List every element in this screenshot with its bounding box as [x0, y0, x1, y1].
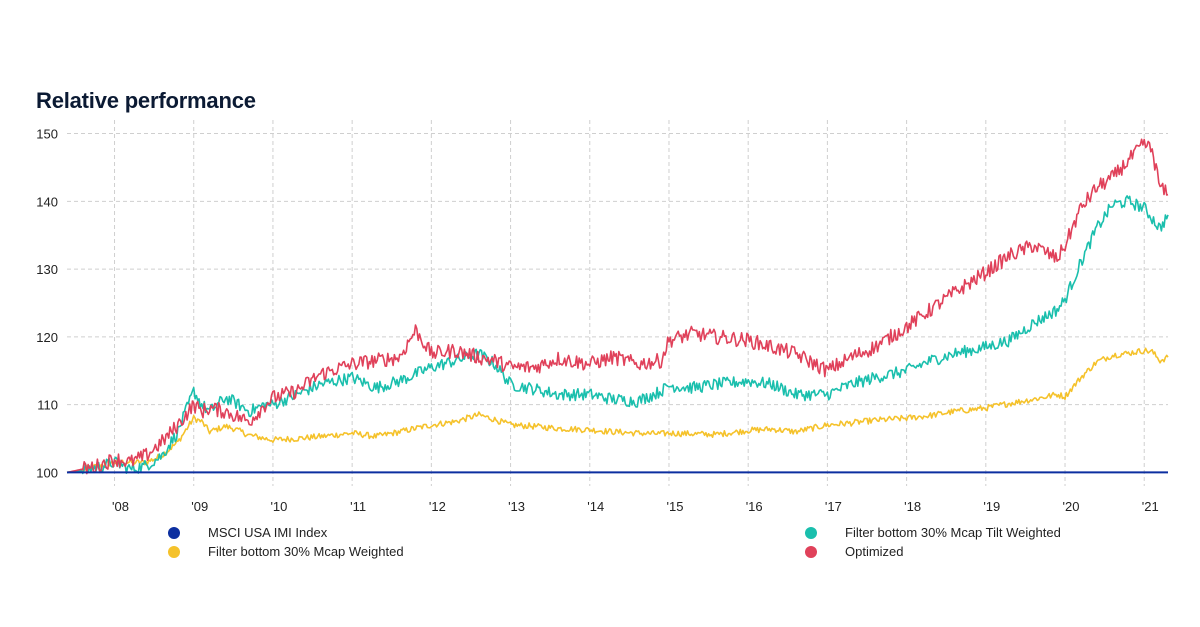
chart-title: Relative performance: [36, 88, 256, 113]
x-tick-label: '12: [429, 499, 446, 514]
legend-swatch: [805, 545, 817, 558]
x-axis-ticks: '08 '09 '10 '11 '12 '13 '14 '15 '16 '17 '18 '19 '20 '…: [112, 499, 1159, 514]
legend-item-filter-weighted[interactable]: Filter bottom 30% Mcap Weighted: [168, 544, 404, 559]
y-tick-label: 110: [37, 398, 58, 413]
legend-item-msci-usa-imi[interactable]: MSCI USA IMI Index: [168, 525, 327, 540]
y-tick-label: 100: [36, 465, 58, 480]
x-tick-label: '14: [587, 499, 604, 514]
legend-swatch: [168, 545, 180, 558]
x-tick-label: '11: [350, 499, 366, 514]
x-tick-label: '09: [191, 499, 208, 514]
x-tick-label: '21: [1142, 499, 1159, 514]
x-tick-label: '13: [508, 499, 525, 514]
x-tick-label: '20: [1063, 499, 1080, 514]
y-axis-ticks: 100 110 120 130 140 150: [36, 127, 58, 481]
y-tick-label: 120: [36, 330, 58, 345]
x-tick-label: '10: [270, 499, 287, 514]
series-line-filter-bottom-30-mcap-weighted: [66, 347, 1169, 474]
legend-swatch: [168, 526, 180, 539]
legend-item-filter-tilt-weighted[interactable]: Filter bottom 30% Mcap Tilt Weighted: [805, 525, 1061, 540]
x-tick-label: '15: [667, 499, 684, 514]
legend-label: Filter bottom 30% Mcap Tilt Weighted: [845, 525, 1061, 540]
series-lines: [66, 138, 1169, 475]
legend-label: Optimized: [845, 544, 904, 559]
legend-swatch: [805, 526, 817, 539]
y-tick-label: 130: [36, 262, 58, 277]
x-tick-label: '08: [112, 499, 129, 514]
legend-label: MSCI USA IMI Index: [208, 525, 328, 540]
x-tick-label: '18: [904, 499, 921, 514]
legend-label: Filter bottom 30% Mcap Weighted: [208, 544, 404, 559]
x-tick-label: '16: [746, 499, 763, 514]
x-tick-label: '19: [983, 499, 1000, 514]
series-line-optimized: [66, 138, 1169, 475]
y-tick-label: 140: [36, 194, 58, 209]
legend-item-optimized[interactable]: Optimized: [805, 544, 904, 559]
series-line-filter-bottom-30-mcap-tilt-weighted: [66, 195, 1169, 475]
y-tick-label: 150: [36, 127, 58, 142]
x-tick-label: '17: [825, 499, 842, 514]
